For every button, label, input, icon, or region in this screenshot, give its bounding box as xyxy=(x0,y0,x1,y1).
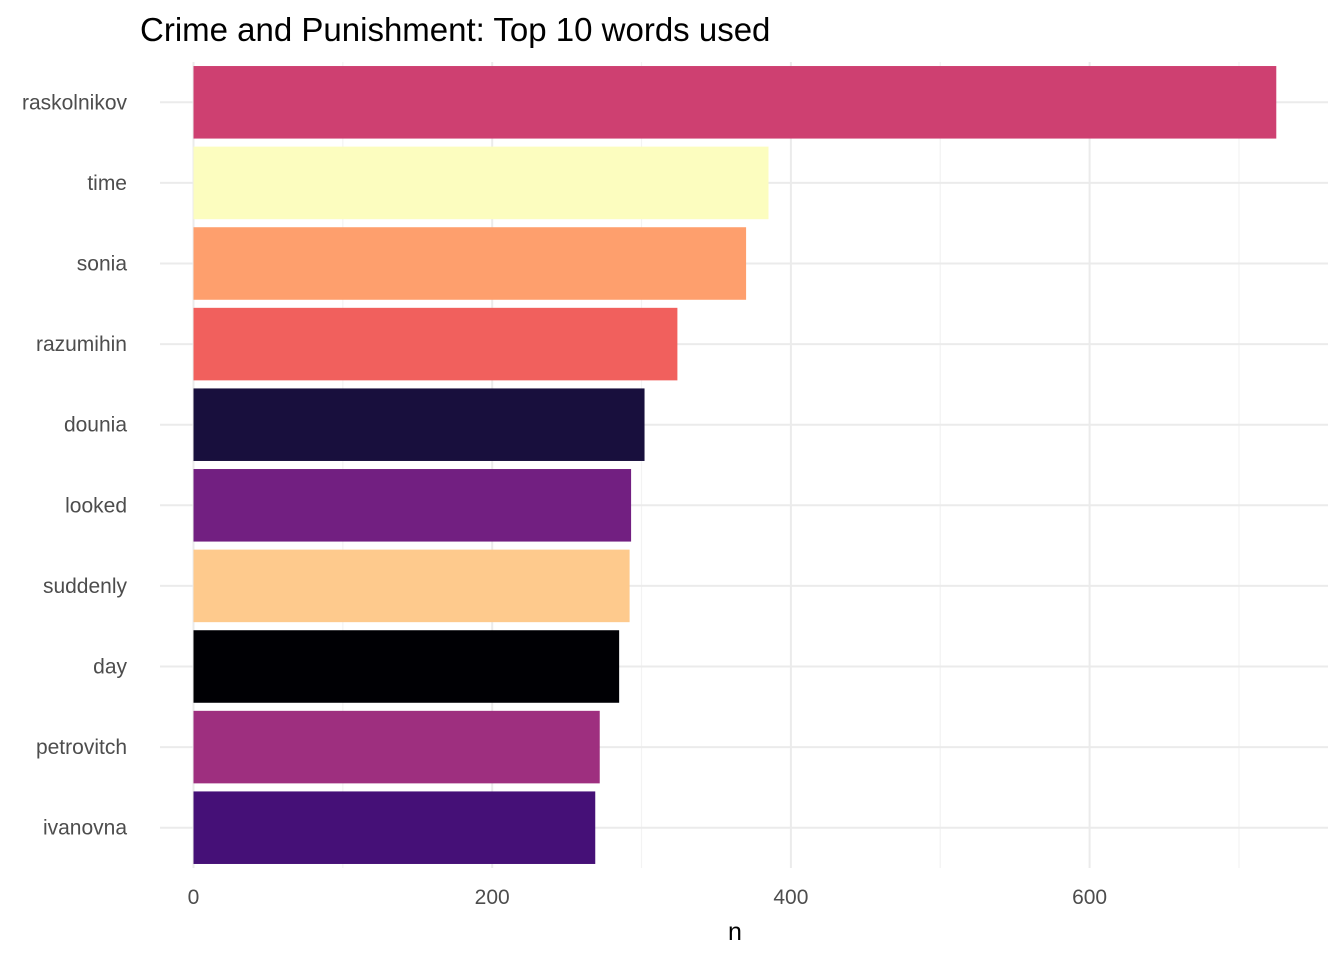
y-tick-label: sonia xyxy=(77,253,128,276)
bar-time xyxy=(193,146,769,220)
y-axis-ticks: raskolnikov time sonia razumihin dounia looke… xyxy=(22,91,128,839)
y-tick-label: razumihin xyxy=(36,333,127,356)
bar-raskolnikov xyxy=(193,66,1277,139)
bar-ivanovna xyxy=(193,791,596,864)
y-tick-label: suddenly xyxy=(43,575,128,598)
bar-suddenly xyxy=(193,549,630,623)
bar-petrovitch xyxy=(193,710,600,784)
bar-looked xyxy=(193,469,632,542)
bars xyxy=(193,66,1277,864)
y-tick-label: petrovitch xyxy=(36,736,127,759)
bar-sonia xyxy=(193,227,747,300)
bar-dounia xyxy=(193,388,645,461)
y-tick-label: raskolnikov xyxy=(22,91,128,114)
y-tick-label: ivanovna xyxy=(43,817,127,840)
x-axis-title: n xyxy=(728,918,742,946)
x-tick-label: 200 xyxy=(475,886,510,909)
chart-title: Crime and Punishment: Top 10 words used xyxy=(140,11,770,48)
y-tick-label: day xyxy=(93,656,127,679)
x-axis-ticks: 0 200 400 600 xyxy=(188,886,1107,909)
x-tick-label: 400 xyxy=(773,886,808,909)
y-tick-label: time xyxy=(87,172,127,195)
x-tick-label: 600 xyxy=(1072,886,1107,909)
y-tick-label: looked xyxy=(65,494,127,517)
bar-razumihin xyxy=(193,307,678,381)
y-tick-label: dounia xyxy=(64,414,127,437)
bar-day xyxy=(193,630,620,703)
x-tick-label: 0 xyxy=(188,886,200,909)
